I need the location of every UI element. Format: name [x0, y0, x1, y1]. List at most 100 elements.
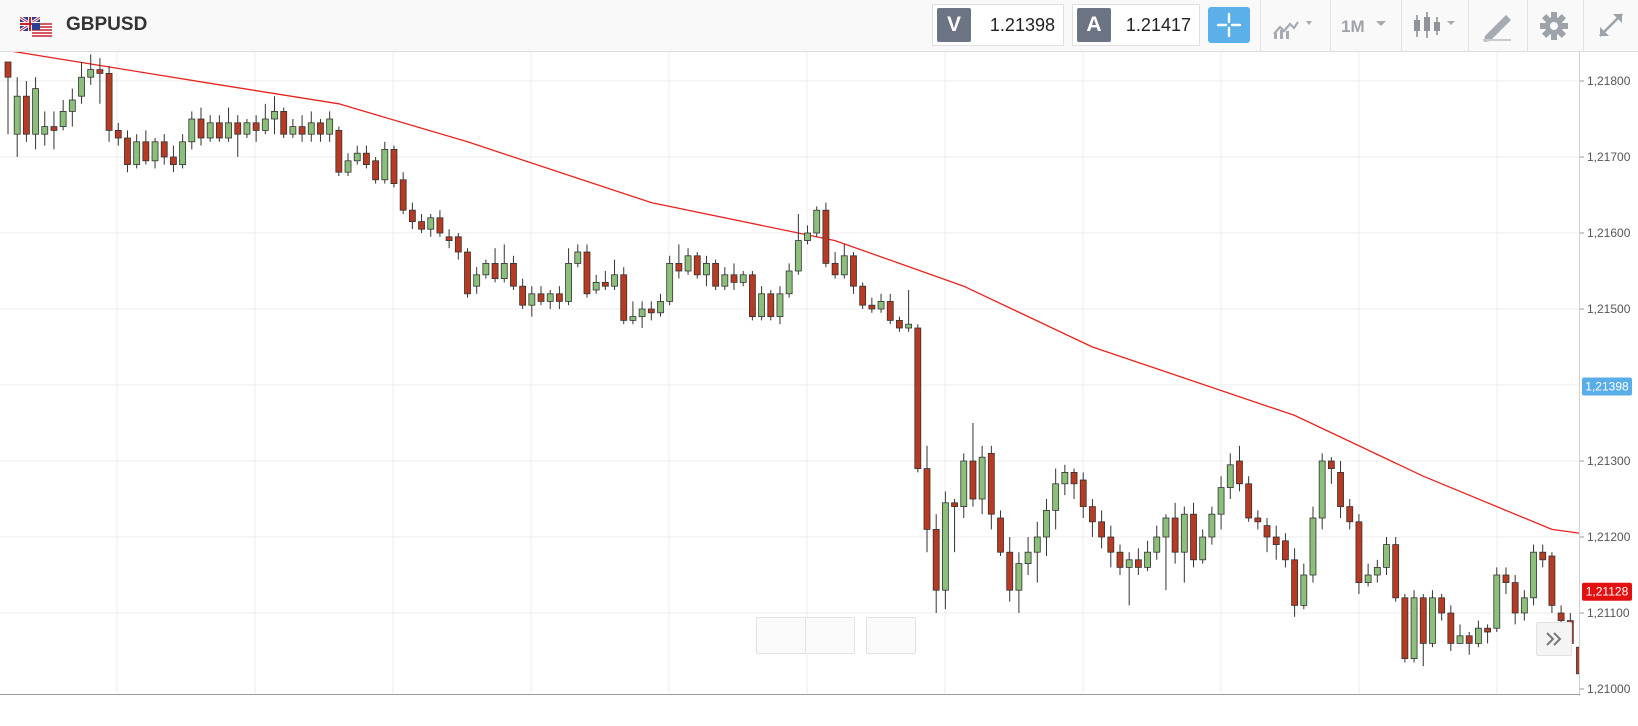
- bullish-candle: [684, 255, 692, 272]
- price-axis-labels: 1,21800 1,21700 1,21600 1,21500 1,21300 1,212…: [1580, 74, 1631, 696]
- bearish-candle: [868, 304, 876, 310]
- bearish-candle: [693, 255, 701, 276]
- bearish-candle: [1419, 597, 1427, 644]
- bearish-candle: [896, 319, 903, 329]
- buy-tag[interactable]: A: [1077, 8, 1111, 42]
- bearish-candle: [234, 122, 242, 135]
- bullish-candle: [326, 118, 334, 135]
- timeframe-button[interactable]: 1M: [1331, 0, 1401, 52]
- bullish-candle: [978, 456, 986, 500]
- bearish-candle: [1282, 540, 1289, 561]
- bearish-candle: [363, 152, 370, 165]
- bearish-candle: [886, 300, 894, 321]
- bullish-candle: [41, 126, 49, 135]
- reset-view-button[interactable]: [866, 617, 916, 654]
- bearish-candle: [510, 262, 517, 287]
- bullish-candle: [574, 251, 582, 264]
- sell-price[interactable]: 1.21398: [989, 15, 1055, 35]
- bullish-candle: [1456, 635, 1464, 644]
- bullish-candle: [1226, 464, 1234, 488]
- bullish-candle: [638, 308, 646, 317]
- price-tick-label: 1,21500: [1587, 302, 1631, 316]
- bullish-candle: [225, 122, 232, 139]
- bullish-candle: [344, 160, 352, 173]
- bearish-candle: [160, 141, 168, 158]
- bullish-candle: [1429, 597, 1436, 644]
- bearish-candle: [969, 460, 977, 500]
- bullish-candle: [482, 262, 490, 276]
- bearish-candle: [987, 452, 995, 515]
- buy-price[interactable]: 1.21417: [1125, 15, 1191, 35]
- drawing-tools-button[interactable]: [1469, 0, 1527, 52]
- bullish-candle: [629, 316, 637, 321]
- bullish-candle: [500, 262, 508, 279]
- bearish-candle: [822, 209, 830, 264]
- bearish-candle: [1548, 555, 1556, 606]
- bullish-candle: [1309, 517, 1317, 576]
- buy-price-box[interactable]: A 1.21417: [1072, 4, 1200, 46]
- bullish-candle: [13, 95, 21, 135]
- bullish-candle: [528, 293, 536, 306]
- bullish-candle: [78, 76, 85, 97]
- chart-type-button[interactable]: [1402, 0, 1468, 52]
- separator: [1583, 0, 1584, 52]
- bullish-candle: [1015, 563, 1023, 591]
- bearish-candle: [620, 274, 628, 321]
- bullish-candle: [1300, 574, 1308, 606]
- bearish-candle: [445, 236, 453, 242]
- bearish-candle: [114, 129, 122, 139]
- sell-tag[interactable]: V: [937, 8, 971, 42]
- bearish-candle: [675, 262, 683, 272]
- settings-button[interactable]: [1528, 0, 1583, 52]
- bearish-candle: [1392, 544, 1400, 599]
- bearish-candle: [22, 95, 30, 135]
- fullscreen-button[interactable]: [1584, 0, 1638, 52]
- price-marker-label: 1,21398: [1585, 380, 1629, 394]
- bearish-candle: [170, 156, 177, 165]
- bearish-candle: [399, 179, 407, 211]
- moving-average-line: [12, 52, 1580, 593]
- bullish-candle: [473, 274, 481, 287]
- bearish-candle: [1539, 551, 1547, 561]
- bullish-candle: [546, 293, 554, 302]
- bullish-candle: [794, 240, 802, 272]
- price-axis[interactable]: 1,21800 1,21700 1,21600 1,21500 1,21300 1,212…: [1580, 52, 1638, 696]
- bearish-candle: [1263, 525, 1271, 538]
- bearish-candle: [298, 126, 306, 135]
- bearish-candle: [142, 141, 150, 162]
- bearish-candle: [1236, 460, 1243, 485]
- bearish-candle: [1557, 612, 1565, 621]
- sell-price-box[interactable]: V 1.21398: [932, 4, 1064, 46]
- crosshair-button[interactable]: [1208, 7, 1250, 43]
- bearish-candle: [215, 122, 223, 139]
- bearish-candle: [1465, 635, 1473, 644]
- bullish-candle: [1125, 559, 1133, 568]
- zoom-in-button[interactable]: [805, 617, 855, 654]
- indicators-button[interactable]: [1262, 0, 1330, 52]
- bullish-candle: [739, 274, 747, 283]
- price-marker: [1582, 582, 1632, 601]
- bearish-candle: [712, 262, 720, 287]
- expand-icon: [1599, 13, 1623, 37]
- gear-icon: [1540, 12, 1568, 40]
- bullish-candle: [1199, 536, 1207, 561]
- bullish-candle: [87, 69, 95, 78]
- bullish-candle: [59, 111, 67, 128]
- bearish-candle: [1484, 627, 1491, 633]
- zoom-out-button[interactable]: [756, 617, 806, 654]
- bullish-candle: [1043, 509, 1050, 538]
- bullish-candle: [703, 262, 710, 276]
- bullish-candle: [1373, 567, 1381, 576]
- bearish-candle: [767, 293, 775, 317]
- price-chart[interactable]: 14:4515:0015:1515:3015:4516:0016:1516:30…: [0, 52, 1580, 696]
- bearish-candle: [1447, 612, 1455, 644]
- bearish-candle: [252, 122, 260, 131]
- bearish-candle: [748, 274, 756, 317]
- bullish-candle: [611, 274, 618, 287]
- candles: [4, 54, 1580, 686]
- scroll-to-latest-button[interactable]: [1536, 622, 1572, 656]
- bearish-candle: [1438, 597, 1446, 614]
- price-marker-label: 1,21128: [1586, 585, 1629, 599]
- bearish-candle: [1098, 521, 1106, 538]
- bearish-candle: [1355, 521, 1363, 583]
